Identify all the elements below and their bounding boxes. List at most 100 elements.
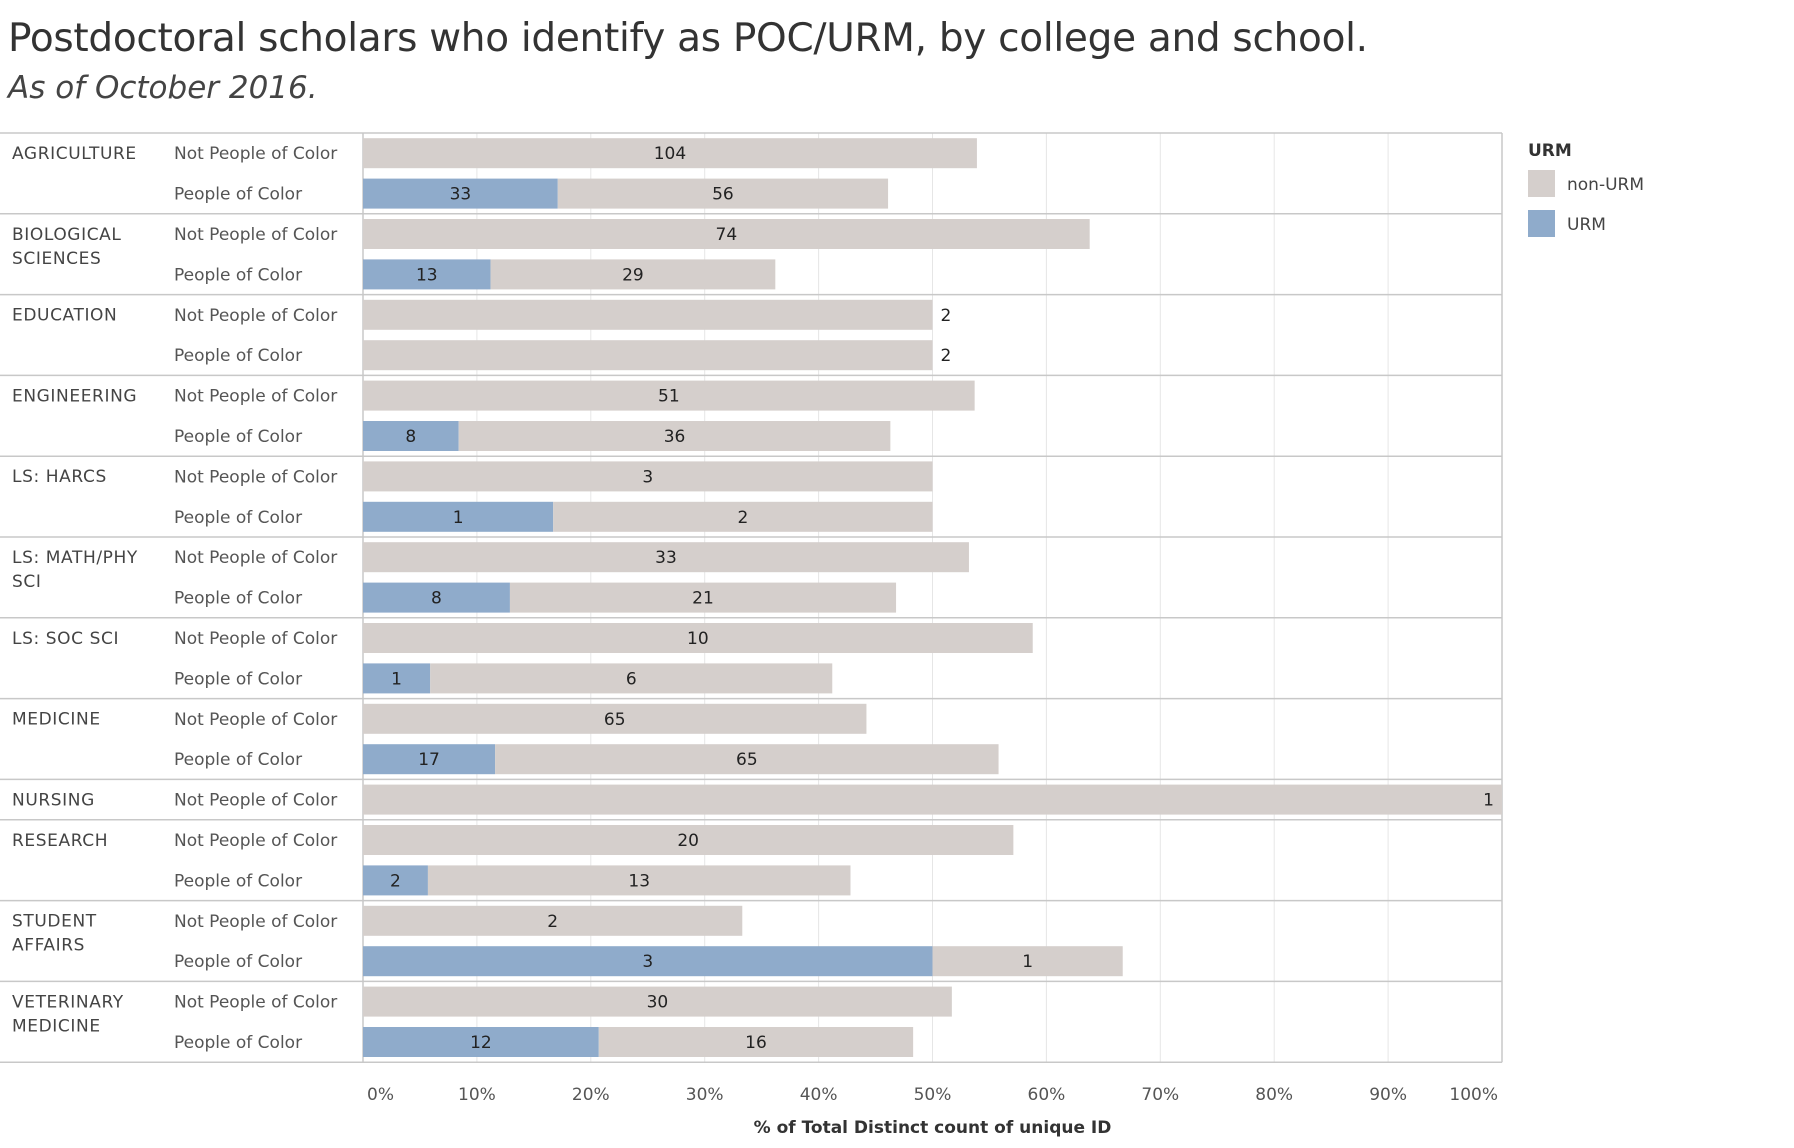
row-label: Not People of Color bbox=[174, 710, 337, 730]
bar-non-urm bbox=[363, 986, 952, 1017]
row-label: People of Color bbox=[174, 1033, 302, 1053]
bar-label-urm: 3 bbox=[642, 952, 653, 972]
x-tick-label: 10% bbox=[458, 1085, 496, 1105]
row-label: People of Color bbox=[174, 185, 302, 205]
group-label: LS: HARCS bbox=[12, 467, 107, 487]
bar-non-urm bbox=[363, 905, 743, 936]
bar-non-urm bbox=[363, 784, 1502, 815]
legend-label: URM bbox=[1567, 215, 1606, 235]
row-label: Not People of Color bbox=[174, 548, 337, 568]
legend: URM non-URM URM bbox=[1528, 141, 1644, 237]
group-label: MEDICINE bbox=[12, 710, 101, 730]
row-label: Not People of Color bbox=[174, 912, 337, 932]
bar-urm bbox=[363, 582, 510, 613]
row-label: People of Color bbox=[174, 750, 302, 770]
bar-label-non-urm: 16 bbox=[745, 1033, 767, 1053]
bar-non-urm bbox=[363, 380, 975, 411]
bar-label-urm: 12 bbox=[470, 1033, 492, 1053]
group-label: AGRICULTURE bbox=[12, 144, 137, 164]
bar-label-non-urm: 104 bbox=[654, 144, 686, 164]
group-label: NURSING bbox=[12, 790, 95, 810]
group-label: VETERINARY MEDICINE bbox=[12, 992, 124, 1036]
bar-label-urm: 17 bbox=[418, 750, 440, 770]
bar-label-non-urm: 36 bbox=[664, 427, 686, 447]
row-labels: AGRICULTURE Not People of Color People of … bbox=[12, 144, 337, 1053]
row-label: Not People of Color bbox=[174, 791, 337, 811]
bar-urm bbox=[363, 421, 459, 451]
bar-label-non-urm: 29 bbox=[622, 265, 644, 285]
row-label: People of Color bbox=[174, 508, 302, 528]
legend-swatch bbox=[1528, 210, 1555, 237]
x-tick-label: 30% bbox=[686, 1085, 724, 1105]
bar-non-urm bbox=[932, 946, 1123, 977]
group-label: LS: MATH/PHY SCI bbox=[12, 548, 138, 592]
row-label: Not People of Color bbox=[174, 225, 337, 245]
bar-label-non-urm: 65 bbox=[736, 750, 758, 770]
row-label: People of Color bbox=[174, 669, 302, 689]
bar-label-non-urm: 74 bbox=[716, 225, 738, 245]
bar-non-urm bbox=[553, 501, 933, 532]
bar-urm bbox=[363, 501, 554, 532]
bar-non-urm bbox=[363, 299, 933, 330]
bar-label-non-urm: 3 bbox=[642, 467, 653, 487]
legend-swatch bbox=[1528, 170, 1555, 197]
group-label: BIOLOGICAL SCIENCES bbox=[12, 225, 121, 269]
bar-label-non-urm: 13 bbox=[628, 871, 650, 891]
bar-urm bbox=[363, 178, 558, 209]
group-label: RESEARCH bbox=[12, 831, 108, 851]
row-label: People of Color bbox=[174, 871, 302, 891]
bar-label-non-urm: 1 bbox=[1483, 791, 1494, 811]
bar-label-urm: 1 bbox=[453, 508, 464, 528]
x-axis-label: % of Total Distinct count of unique ID bbox=[754, 1118, 1112, 1138]
row-label: People of Color bbox=[174, 952, 302, 972]
bar-non-urm bbox=[363, 461, 933, 492]
bar-urm bbox=[363, 865, 428, 896]
bar-urm bbox=[363, 744, 496, 775]
x-tick-label: 80% bbox=[1255, 1085, 1293, 1105]
chart-subtitle: As of October 2016. bbox=[8, 70, 318, 106]
bar-label-urm: 1 bbox=[391, 669, 402, 689]
bar-label-non-urm: 6 bbox=[626, 669, 637, 689]
x-tick-label: 60% bbox=[1028, 1085, 1066, 1105]
bar-non-urm bbox=[495, 744, 999, 775]
bar-label-non-urm: 20 bbox=[677, 831, 699, 851]
row-label: Not People of Color bbox=[174, 467, 337, 487]
chart-title: Postdoctoral scholars who identify as PO… bbox=[8, 16, 1368, 61]
group-label: ENGINEERING bbox=[12, 386, 137, 406]
x-tick-label: 50% bbox=[914, 1085, 952, 1105]
bar-non-urm bbox=[363, 825, 1014, 855]
x-axis: 0% 10% 20% 30% 40% 50% 60% 70% 80% 90% 100% % of To… bbox=[367, 1085, 1498, 1138]
bar-label-non-urm: 65 bbox=[604, 710, 626, 730]
bar-label-urm: 2 bbox=[390, 871, 401, 891]
group-label: STUDENT AFFAIRS bbox=[12, 912, 97, 956]
bar-label-non-urm: 2 bbox=[737, 508, 748, 528]
bar-non-urm bbox=[363, 138, 977, 169]
row-label: People of Color bbox=[174, 265, 302, 285]
bar-non-urm bbox=[427, 865, 851, 896]
bar-non-urm bbox=[509, 582, 897, 613]
bar-label-non-urm: 2 bbox=[941, 346, 952, 366]
bar-urm bbox=[363, 663, 431, 694]
bar-label-urm: 8 bbox=[431, 589, 442, 609]
x-tick-label: 70% bbox=[1141, 1085, 1179, 1105]
bar-label-non-urm: 1 bbox=[1022, 952, 1033, 972]
bar-label-urm: 33 bbox=[450, 185, 472, 205]
row-label: Not People of Color bbox=[174, 993, 337, 1013]
bar-non-urm bbox=[363, 219, 1090, 249]
bar-label-non-urm: 33 bbox=[655, 548, 677, 568]
bar-label-non-urm: 2 bbox=[547, 912, 558, 932]
row-label: People of Color bbox=[174, 427, 302, 447]
row-label: Not People of Color bbox=[174, 144, 337, 164]
x-tick-label: 100% bbox=[1449, 1085, 1498, 1105]
bar-non-urm bbox=[430, 663, 833, 694]
x-tick-label: 0% bbox=[367, 1085, 394, 1105]
bar-non-urm bbox=[363, 542, 969, 573]
row-label: Not People of Color bbox=[174, 306, 337, 326]
bar-label-non-urm: 2 bbox=[941, 306, 952, 326]
x-tick-label: 90% bbox=[1369, 1085, 1407, 1105]
row-label: People of Color bbox=[174, 589, 302, 609]
row-label: Not People of Color bbox=[174, 629, 337, 649]
bar-urm bbox=[363, 1027, 599, 1057]
